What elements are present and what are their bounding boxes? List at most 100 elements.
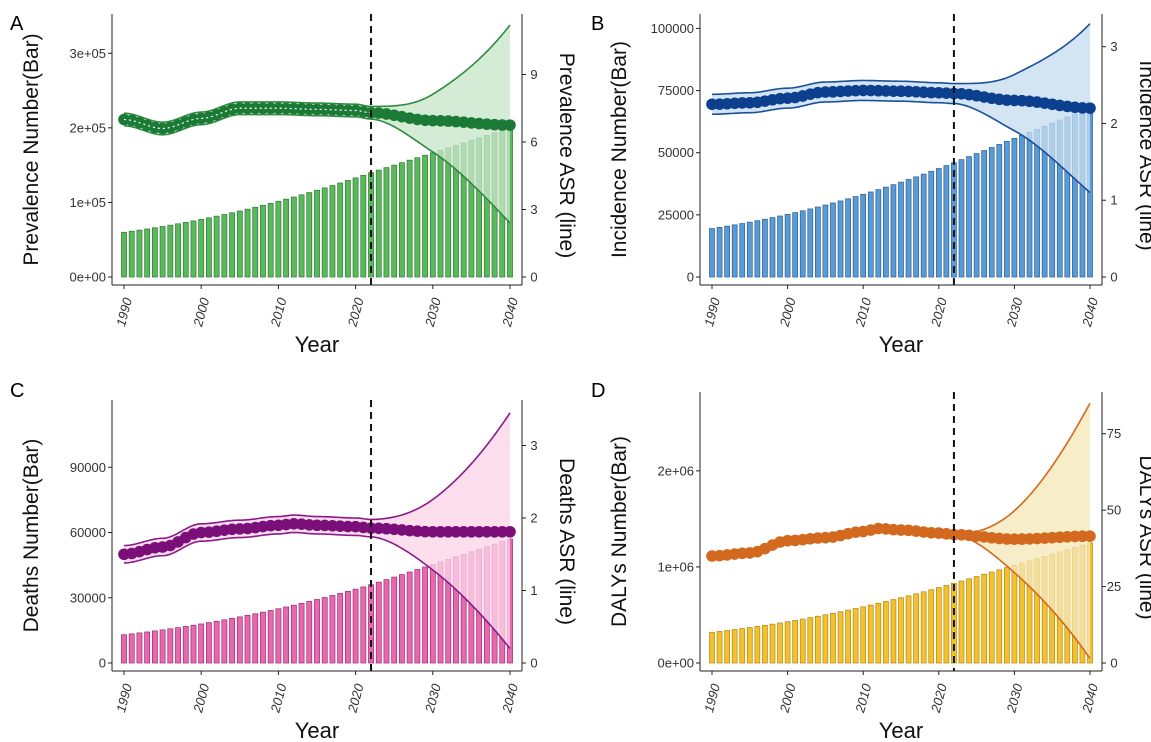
- bar: [314, 189, 320, 278]
- bar: [966, 156, 972, 278]
- bar: [375, 581, 382, 664]
- bar: [716, 227, 723, 278]
- asr-points: [118, 518, 516, 561]
- bar: [867, 191, 874, 278]
- bar: [784, 213, 791, 278]
- bar: [762, 218, 768, 278]
- x-tick-label: 1990: [113, 681, 135, 714]
- bar: [375, 169, 382, 278]
- bar: [422, 154, 428, 278]
- bar: [275, 608, 282, 664]
- right-tick-label: 75: [1107, 426, 1121, 441]
- bar: [337, 593, 344, 664]
- x-axis-title: Year: [879, 332, 923, 357]
- bar: [973, 153, 980, 278]
- bar: [275, 200, 282, 278]
- bar: [206, 217, 212, 278]
- bar: [236, 210, 243, 278]
- x-tick-label: 2040: [1079, 295, 1101, 329]
- bar: [329, 185, 336, 278]
- x-tick-label: 2030: [422, 295, 444, 329]
- bar: [709, 228, 715, 278]
- left-tick-label: 0: [99, 656, 106, 671]
- confidence-band: [712, 23, 1090, 193]
- bar: [739, 223, 746, 278]
- bar: [206, 622, 212, 664]
- panel-letter: A: [10, 13, 24, 35]
- bar: [329, 595, 336, 664]
- bar: [807, 208, 814, 278]
- left-tick-label: 2e+06: [657, 463, 694, 478]
- bar: [144, 631, 151, 664]
- upper-bound-line: [123, 412, 511, 547]
- right-tick-label: 2: [1110, 116, 1117, 131]
- bar: [121, 634, 127, 664]
- right-axis-title: Incidence ASR (line): [1135, 60, 1151, 250]
- bar: [845, 609, 851, 664]
- left-tick-label: 3e+05: [69, 46, 106, 61]
- bar: [391, 576, 398, 664]
- bar: [754, 626, 761, 664]
- left-tick-label: 0e+00: [657, 656, 694, 671]
- lower-bound-line: [123, 531, 511, 650]
- right-tick-label: 0: [1110, 270, 1117, 285]
- bar: [875, 602, 882, 664]
- bar: [360, 174, 367, 278]
- bar: [935, 168, 942, 278]
- bar: [958, 159, 965, 278]
- bar: [321, 597, 328, 664]
- x-tick-label: 2020: [928, 295, 950, 329]
- bar: [988, 147, 995, 278]
- bar: [754, 220, 761, 278]
- bar: [935, 587, 942, 664]
- bar: [391, 164, 398, 278]
- bar: [306, 601, 313, 664]
- bar: [875, 189, 882, 278]
- bar: [973, 576, 980, 664]
- bar: [966, 578, 972, 664]
- bar: [344, 590, 351, 664]
- left-axis-title: Deaths Number(Bar): [20, 439, 43, 633]
- bar: [128, 230, 135, 278]
- bar: [429, 152, 436, 278]
- chart-panel-c: C 0 30000 60000 90000 0 1 2 3 1990 2000 2010 2020 203…: [10, 380, 578, 742]
- bar: [716, 631, 723, 664]
- right-tick-label: 0: [530, 656, 537, 671]
- right-tick-label: 1: [1110, 193, 1117, 208]
- x-tick-label: 2000: [776, 681, 798, 715]
- asr-point: [504, 525, 516, 538]
- bar: [1003, 141, 1010, 278]
- bar: [314, 599, 320, 664]
- left-tick-label: 0e+00: [69, 270, 106, 285]
- right-tick-label: 3: [530, 438, 537, 453]
- bar: [996, 144, 1003, 278]
- bar: [128, 633, 135, 664]
- bar: [406, 571, 413, 664]
- bar: [845, 198, 851, 278]
- lower-bound-line: [711, 99, 1091, 194]
- asr-point: [1084, 102, 1096, 114]
- bar: [890, 599, 897, 664]
- bar: [852, 196, 859, 278]
- bar: [799, 618, 806, 664]
- bar: [981, 573, 988, 664]
- bar: [981, 150, 988, 278]
- bar: [337, 182, 344, 278]
- left-tick-label: 2e+05: [69, 120, 106, 135]
- x-tick-label: 1990: [113, 295, 135, 328]
- bar: [182, 222, 189, 278]
- bar: [996, 569, 1003, 664]
- bar: [731, 224, 738, 278]
- bar: [890, 184, 897, 278]
- x-tick-label: 2010: [852, 681, 874, 715]
- bar: [213, 215, 220, 278]
- right-tick-label: 1: [530, 583, 537, 598]
- chart-panel-a: A 0e+00 1e+05 2e+05 3e+05 0 3 6 9 1990 2000 2010 202…: [10, 13, 578, 357]
- bar: [445, 147, 452, 278]
- bar: [898, 597, 904, 664]
- left-tick-label: 60000: [70, 525, 106, 540]
- bar: [746, 221, 753, 278]
- bar: [252, 613, 259, 664]
- bar: [1034, 128, 1040, 278]
- bar: [236, 616, 243, 664]
